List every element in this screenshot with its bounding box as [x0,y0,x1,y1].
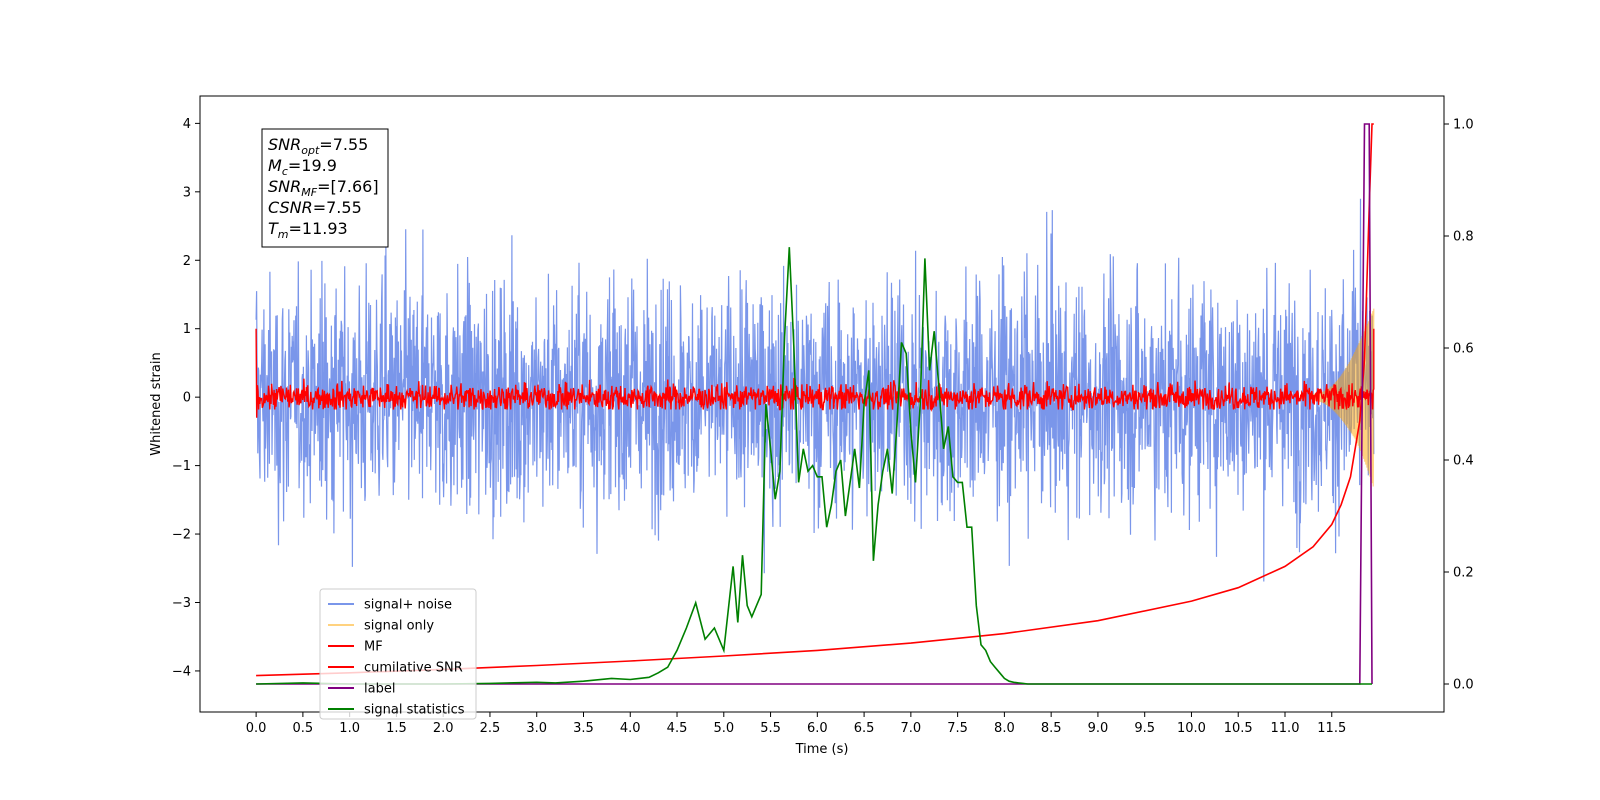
left-y-tick-label: −4 [172,664,191,679]
legend-label: signal statistics [364,703,465,718]
x-tick-label: 1.0 [339,721,360,736]
x-tick-label: 11.5 [1317,721,1346,736]
x-tick-label: 9.5 [1134,721,1155,736]
x-tick-label: 9.0 [1088,721,1109,736]
x-tick-label: 1.5 [386,721,407,736]
x-tick-label: 10.0 [1177,721,1206,736]
x-tick-label: 10.5 [1224,721,1253,736]
x-tick-label: 3.0 [526,721,547,736]
left-y-tick-label: 2 [183,254,191,269]
legend-label: signal only [364,619,434,634]
x-tick-label: 0.5 [293,721,314,736]
x-tick-label: 2.5 [480,721,501,736]
left-y-tick-label: −3 [172,596,191,611]
x-tick-label: 7.5 [947,721,968,736]
x-tick-label: 0.0 [246,721,267,736]
x-axis-ticks: 0.0 0.5 1.0 1.5 2.0 2.5 3.0 3.5 4.0 4.5 5.0 5.5 6.0 6… [246,712,1346,736]
left-y-tick-label: 3 [183,185,191,200]
series-signal-only [1312,308,1375,487]
series-signal-statistics [256,247,1372,685]
info-line: CSNR=7.55 [268,198,362,217]
legend: signal+ noise signal only MF cumilative SNR… [319,588,477,720]
x-tick-label: 8.5 [1041,721,1062,736]
legend-label: MF [364,640,383,655]
info-line: SNRMF=[7.66] [268,177,379,199]
right-y-tick-label: 0.4 [1453,454,1474,469]
x-tick-label: 6.0 [807,721,828,736]
right-y-tick-label: 0.6 [1453,342,1474,357]
x-tick-label: 8.0 [994,721,1015,736]
x-tick-label: 2.0 [433,721,454,736]
x-tick-label: 7.0 [901,721,922,736]
left-y-axis-ticks: 4 3 2 1 0 −1 −2 −3 −4 [172,117,200,679]
series-label [256,123,1373,685]
left-y-tick-label: 1 [183,322,191,337]
right-y-tick-label: 0.8 [1453,230,1474,245]
axes-frame [199,95,1445,713]
left-y-tick-label: 4 [183,117,191,132]
plot-area [255,123,1375,685]
right-y-tick-label: 1.0 [1453,118,1474,133]
x-tick-label: 5.5 [760,721,781,736]
info-line: SNRopt=7.55 [268,135,368,157]
x-tick-label: 4.5 [667,721,688,736]
legend-label: cumilative SNR [364,661,463,676]
left-y-tick-label: −2 [172,528,191,543]
legend-frame [319,588,477,720]
info-line: Tm=11.93 [268,219,348,241]
right-y-tick-label: 0.0 [1453,678,1474,693]
info-box-frame [261,128,389,248]
legend-label: label [364,682,395,697]
series-mf [255,328,1375,418]
right-y-axis-ticks: 1.0 0.8 0.6 0.4 0.2 0.0 [1444,118,1474,693]
y-axis-label: Whitened strain [149,352,164,455]
left-y-tick-label: 0 [183,391,191,406]
info-line: Mc=19.9 [268,156,337,178]
right-y-tick-label: 0.2 [1453,566,1474,581]
x-tick-label: 6.5 [854,721,875,736]
x-tick-label: 11.0 [1271,721,1300,736]
series-signal-noise [255,198,1375,582]
left-y-tick-label: −1 [172,459,191,474]
x-tick-label: 5.0 [713,721,734,736]
legend-label: signal+ noise [364,598,452,613]
x-tick-label: 3.5 [573,721,594,736]
x-axis-label: Time (s) [795,742,849,757]
x-tick-label: 4.0 [620,721,641,736]
